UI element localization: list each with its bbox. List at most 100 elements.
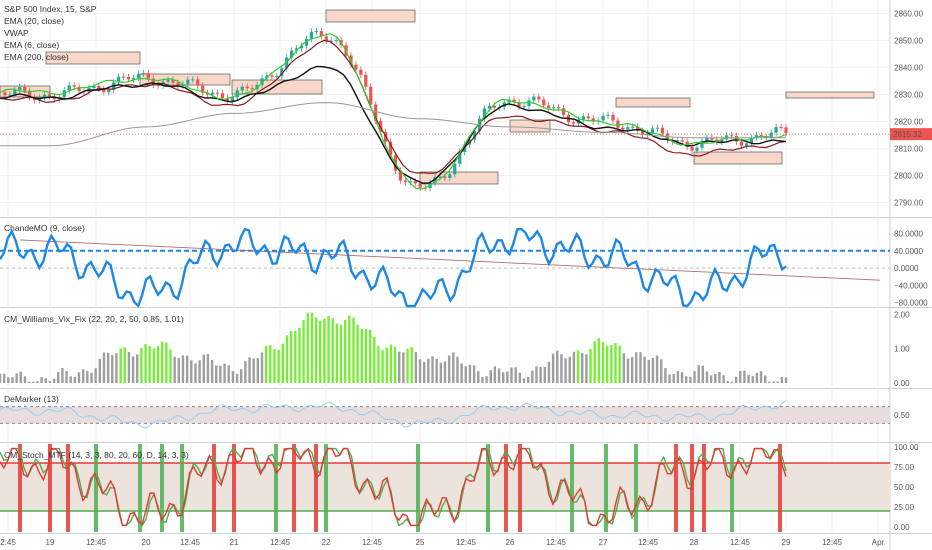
time-tick-label: 25 xyxy=(416,538,425,547)
price-legend-title: S&P 500 Index, 15, S&P xyxy=(4,4,97,14)
vix-bar xyxy=(734,376,738,383)
time-tick-label: Apr xyxy=(872,538,885,547)
vix-tick-label: 1.00 xyxy=(894,345,910,354)
vix-bar xyxy=(173,356,176,383)
vix-bar xyxy=(684,376,688,383)
stoch-signal-bar xyxy=(778,444,782,532)
vix-bar xyxy=(610,345,613,383)
candle-body xyxy=(418,183,422,188)
vix-bar xyxy=(718,371,721,383)
vix-bar xyxy=(660,359,663,383)
vix-bar xyxy=(497,368,501,383)
stoch-signal-bar xyxy=(634,444,638,532)
time-tick-label: 12:45 xyxy=(456,538,477,547)
candle-body xyxy=(749,137,753,144)
candle-body xyxy=(458,152,462,164)
candle-body xyxy=(349,55,353,65)
candle-body xyxy=(443,176,447,178)
candle-body xyxy=(532,96,536,101)
vix-bar xyxy=(298,328,301,383)
candle-body xyxy=(126,76,131,80)
candle-body xyxy=(72,85,76,87)
vix-bar xyxy=(472,365,476,383)
candle-body xyxy=(136,73,141,78)
vix-bar xyxy=(219,365,222,383)
candle-body xyxy=(517,102,521,107)
candle-body xyxy=(369,86,373,105)
vix-tick-label: 2.00 xyxy=(894,310,910,319)
candle-body xyxy=(260,78,264,85)
price-tick-label: 2850.00 xyxy=(894,37,923,46)
candle-body xyxy=(176,82,180,86)
candle-body xyxy=(290,50,294,58)
stoch-signal-bar xyxy=(180,444,184,532)
time-tick-label: 28 xyxy=(690,538,699,547)
vix-bar xyxy=(447,355,451,383)
vix-bar xyxy=(90,372,93,383)
vix-bar xyxy=(323,318,326,383)
vix-bar xyxy=(144,344,147,383)
vix-bar xyxy=(414,351,418,383)
stoch-legend: CM_Stoch_MTF (14, 3, 3, 80, 20, 60, D, 1… xyxy=(4,450,189,460)
candle-body xyxy=(522,105,526,107)
vix-bar xyxy=(81,369,85,383)
vix-bar xyxy=(510,367,513,383)
vix-bar xyxy=(468,364,472,383)
stoch-signal-bar xyxy=(324,444,328,532)
candle-body xyxy=(131,77,136,80)
vix-bar xyxy=(73,376,77,383)
vix-bar xyxy=(452,352,455,383)
vix-bar xyxy=(460,363,463,383)
candle-body xyxy=(23,87,27,91)
candle-body xyxy=(374,104,378,121)
time-tick-label: 12:45 xyxy=(270,538,291,547)
vix-bar xyxy=(319,320,322,383)
candle-body xyxy=(166,79,170,82)
cmo-tick-label: 0.0000 xyxy=(894,264,919,273)
candle-body xyxy=(121,76,126,78)
axes: 2:45 19 12:45 20 12:45 21 12:45 22 12:45 25 12:45 2… xyxy=(0,10,928,548)
candle-body xyxy=(354,64,358,70)
candle-body xyxy=(413,181,417,184)
vix-bar xyxy=(493,366,497,383)
vix-bar xyxy=(743,370,746,383)
candle-body xyxy=(581,116,585,120)
vix-bar xyxy=(27,381,31,383)
candle-body xyxy=(42,94,47,98)
vix-bar xyxy=(244,361,247,383)
time-tick-label: 12:45 xyxy=(546,538,567,547)
vix-bar xyxy=(456,356,459,383)
candle-body xyxy=(191,79,195,81)
vix-bar xyxy=(739,370,742,383)
vix-bar xyxy=(277,349,280,383)
vix-bar xyxy=(194,363,197,383)
vix-bar xyxy=(310,312,314,383)
candle-body xyxy=(240,86,244,91)
vix-bar xyxy=(227,365,230,383)
candle-body xyxy=(364,74,368,87)
vix-bar xyxy=(556,350,559,383)
candle-body xyxy=(641,130,645,135)
stoch-signal-bar xyxy=(314,444,318,532)
cmo-tick-label: 80.0000 xyxy=(894,229,923,238)
vix-bar xyxy=(481,376,484,383)
vix-bar xyxy=(348,315,351,383)
candle-body xyxy=(700,140,704,148)
vix-bar xyxy=(119,348,122,383)
vix-bar xyxy=(647,359,650,383)
cmo-tick-label: −80.0000 xyxy=(894,299,928,308)
vix-bar xyxy=(514,367,517,383)
vix-bar xyxy=(410,347,413,383)
candle-body xyxy=(680,140,684,142)
stoch-tick-label: 0.00 xyxy=(894,523,910,532)
price-panel: 2815.32 xyxy=(0,9,932,192)
demarker-panel xyxy=(0,400,890,429)
legend-vwap: VWAP xyxy=(4,28,29,38)
vix-bar xyxy=(747,374,750,383)
demarker-line xyxy=(0,400,787,429)
vix-bar xyxy=(427,358,430,383)
cmo-panel xyxy=(0,227,890,309)
time-tick-label: 12:45 xyxy=(822,538,843,547)
candle-body xyxy=(18,87,22,90)
